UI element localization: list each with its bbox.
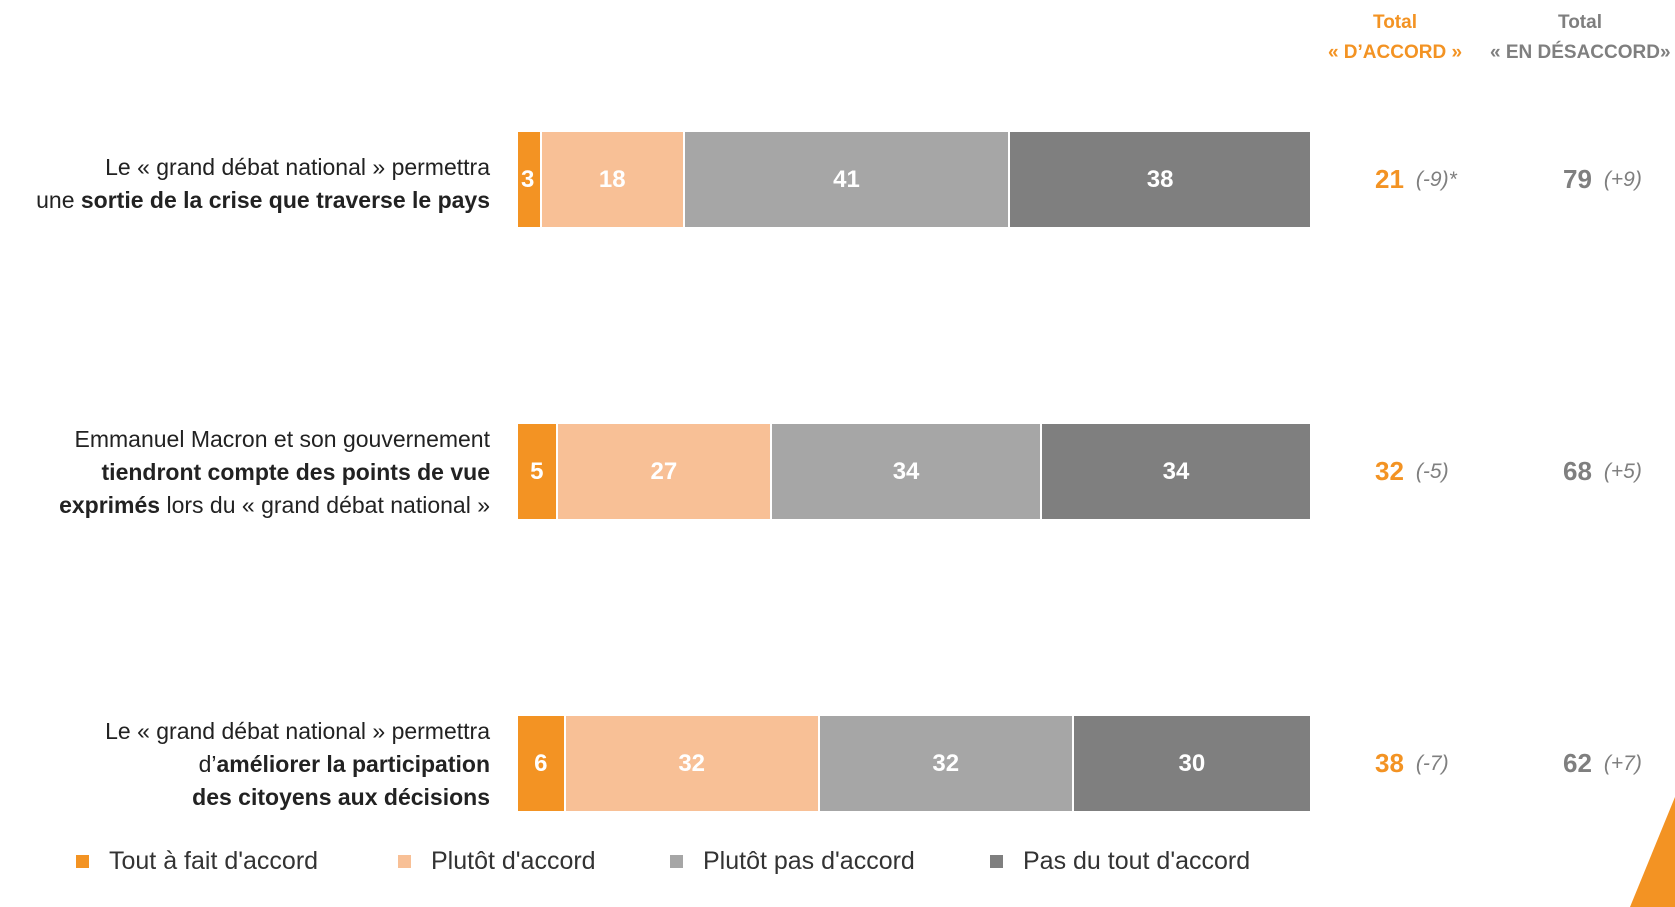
legend-label: Pas du tout d'accord	[1023, 847, 1251, 875]
row-label-part: Le « grand débat national » permettra	[105, 154, 490, 180]
total-desaccord-cell: 62 (+7)	[1563, 716, 1642, 811]
legend-swatch	[76, 855, 89, 868]
bar-segment-plutot-accord: 32	[565, 716, 820, 811]
legend-item: Pas du tout d'accord	[990, 847, 1250, 876]
bar-value-label: 38	[1146, 165, 1174, 193]
bar-segment-tout-a-fait: 3	[518, 132, 542, 227]
row-label-part: d’	[198, 751, 217, 777]
total-accord-value: 21	[1375, 164, 1404, 194]
total-accord-change: (-5)	[1415, 459, 1449, 483]
bar-value-label: 5	[530, 457, 544, 485]
total-desaccord-change: (+5)	[1603, 459, 1642, 483]
total-desaccord-header-line1: Total	[1558, 12, 1602, 33]
legend-swatch	[670, 855, 683, 868]
legend-item: Tout à fait d'accord	[76, 847, 318, 876]
total-desaccord-cell: 79 (+9)	[1563, 132, 1642, 227]
total-accord-header-line2: « D’ACCORD »	[1327, 42, 1463, 63]
bar-value-label: 32	[678, 749, 706, 777]
total-accord-cell: 21 (-9)*	[1375, 132, 1457, 227]
legend-label: Tout à fait d'accord	[109, 847, 319, 875]
bar-value-label: 34	[1162, 457, 1190, 485]
bar-segment-plutot-pas: 32	[819, 716, 1074, 811]
bar-segment-tout-a-fait: 6	[518, 716, 566, 811]
row-label: Emmanuel Macron et son gouvernement tiend…	[0, 423, 490, 522]
row-label-part: une	[36, 187, 81, 213]
row-label-part: lors du « grand débat national »	[160, 492, 490, 518]
row-label-part: Le « grand débat national » permettra	[105, 718, 490, 744]
row-label-part: sortie de la crise que traverse le pays	[80, 187, 490, 213]
row-label-part: exprimés	[59, 492, 161, 518]
row-label-part: des citoyens aux décisions	[192, 784, 490, 810]
bar-segment-plutot-accord: 18	[541, 132, 685, 227]
total-accord-header: Total « D’ACCORD »	[1310, 8, 1480, 68]
bar-segment-plutot-pas: 34	[772, 424, 1043, 519]
total-accord-value: 32	[1375, 456, 1404, 486]
total-desaccord-value: 79	[1563, 164, 1592, 194]
row-label-part: tiendront compte des points de vue	[101, 459, 490, 485]
row-label: Le « grand débat national » permettra une…	[0, 151, 490, 217]
total-desaccord-value: 62	[1563, 748, 1592, 778]
legend-label: Plutôt d'accord	[431, 847, 596, 875]
bar-segment-plutot-accord: 27	[557, 424, 773, 519]
legend-item: Plutôt pas d'accord	[670, 847, 915, 876]
bar-value-label: 30	[1178, 749, 1206, 777]
bar-segment-pas-du-tout: 34	[1042, 424, 1312, 519]
total-accord-value: 38	[1375, 748, 1404, 778]
bar-segment-pas-du-tout: 38	[1010, 132, 1312, 227]
total-desaccord-header-line2: « EN DÉSACCORD»	[1490, 42, 1671, 63]
bar-value-label: 27	[650, 457, 678, 485]
total-accord-change: (-9)*	[1415, 167, 1457, 191]
legend-swatch	[990, 855, 1003, 868]
total-desaccord-header: Total « EN DÉSACCORD»	[1490, 8, 1671, 68]
legend-swatch	[398, 855, 411, 868]
bar-segment-plutot-pas: 41	[684, 132, 1011, 227]
total-desaccord-cell: 68 (+5)	[1563, 424, 1642, 519]
bar-value-label: 3	[521, 165, 535, 193]
bar-segment-tout-a-fait: 5	[518, 424, 558, 519]
row-label-part: améliorer la participation	[216, 751, 490, 777]
row-label: Le « grand débat national » permettra d’a…	[0, 715, 490, 814]
bar-segment-pas-du-tout: 30	[1073, 716, 1312, 811]
legend-item: Plutôt d'accord	[398, 847, 596, 876]
total-desaccord-value: 68	[1563, 456, 1592, 486]
bar-value-label: 6	[534, 749, 548, 777]
total-accord-header-line1: Total	[1373, 12, 1417, 33]
bar-value-label: 41	[833, 165, 860, 193]
row-label-part: Emmanuel Macron et son gouvernement	[74, 426, 491, 452]
decorative-corner-shape	[1630, 797, 1675, 907]
total-accord-cell: 38 (-7)	[1375, 716, 1449, 811]
legend-label: Plutôt pas d'accord	[703, 847, 915, 875]
total-desaccord-change: (+7)	[1603, 751, 1642, 775]
bar-value-label: 18	[598, 165, 626, 193]
total-accord-cell: 32 (-5)	[1375, 424, 1449, 519]
bar-value-label: 34	[892, 457, 920, 485]
total-accord-change: (-7)	[1415, 751, 1449, 775]
bar-value-label: 32	[932, 749, 960, 777]
total-desaccord-change: (+9)	[1603, 167, 1642, 191]
